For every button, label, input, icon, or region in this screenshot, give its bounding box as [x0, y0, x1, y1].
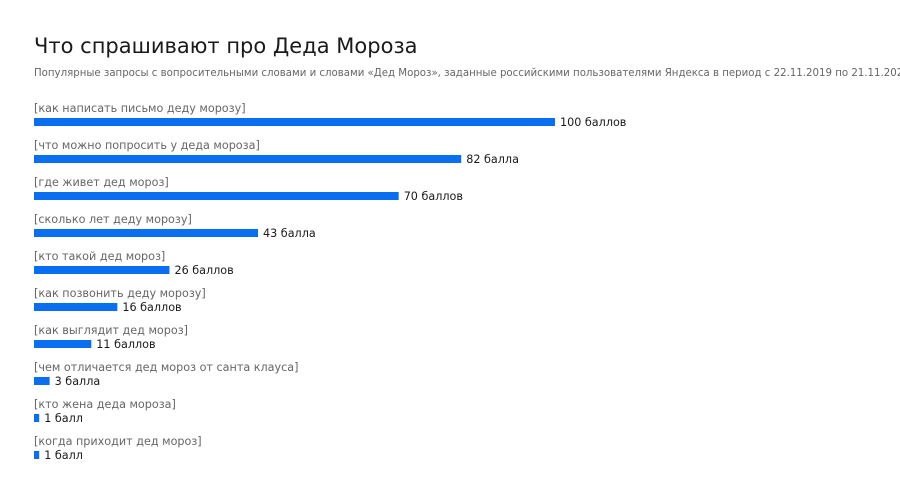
value-label: 1 балл: [44, 449, 83, 462]
bar: [34, 229, 259, 237]
bar: [34, 377, 50, 385]
category-label: [сколько лет деду морозу]: [34, 213, 192, 226]
category-label: [кто жена деда мороза]: [34, 398, 176, 411]
value-label: 82 балла: [466, 153, 519, 166]
category-label: [как написать письмо деду морозу]: [34, 102, 246, 115]
value-label: 1 балл: [44, 412, 83, 425]
bar: [34, 414, 40, 422]
value-label: 100 баллов: [560, 116, 626, 129]
bar: [34, 451, 40, 459]
bar: [34, 118, 555, 126]
chart-title: Что спрашивают про Деда Мороза: [34, 34, 418, 58]
value-label: 70 баллов: [404, 190, 463, 203]
category-label: [кто такой дед мороз]: [34, 250, 165, 263]
value-label: 16 баллов: [122, 301, 181, 314]
value-label: 11 баллов: [96, 338, 155, 351]
bar: [34, 192, 399, 200]
category-label: [как выглядит дед мороз]: [34, 324, 188, 337]
value-label: 26 баллов: [174, 264, 233, 277]
category-label: [чем отличается дед мороз от санта клаус…: [34, 361, 299, 374]
value-label: 3 балла: [55, 375, 101, 388]
value-label: 43 балла: [263, 227, 316, 240]
category-label: [когда приходит дед мороз]: [34, 435, 202, 448]
category-label: [где живет дед мороз]: [34, 176, 169, 189]
chart-subtitle: Популярные запросы с вопросительными сло…: [34, 68, 900, 79]
category-label: [как позвонить деду морозу]: [34, 287, 206, 300]
bar: [34, 155, 462, 163]
bar: [34, 266, 170, 274]
bar: [34, 303, 118, 311]
bar: [34, 340, 92, 348]
category-label: [что можно попросить у деда мороза]: [34, 139, 260, 152]
